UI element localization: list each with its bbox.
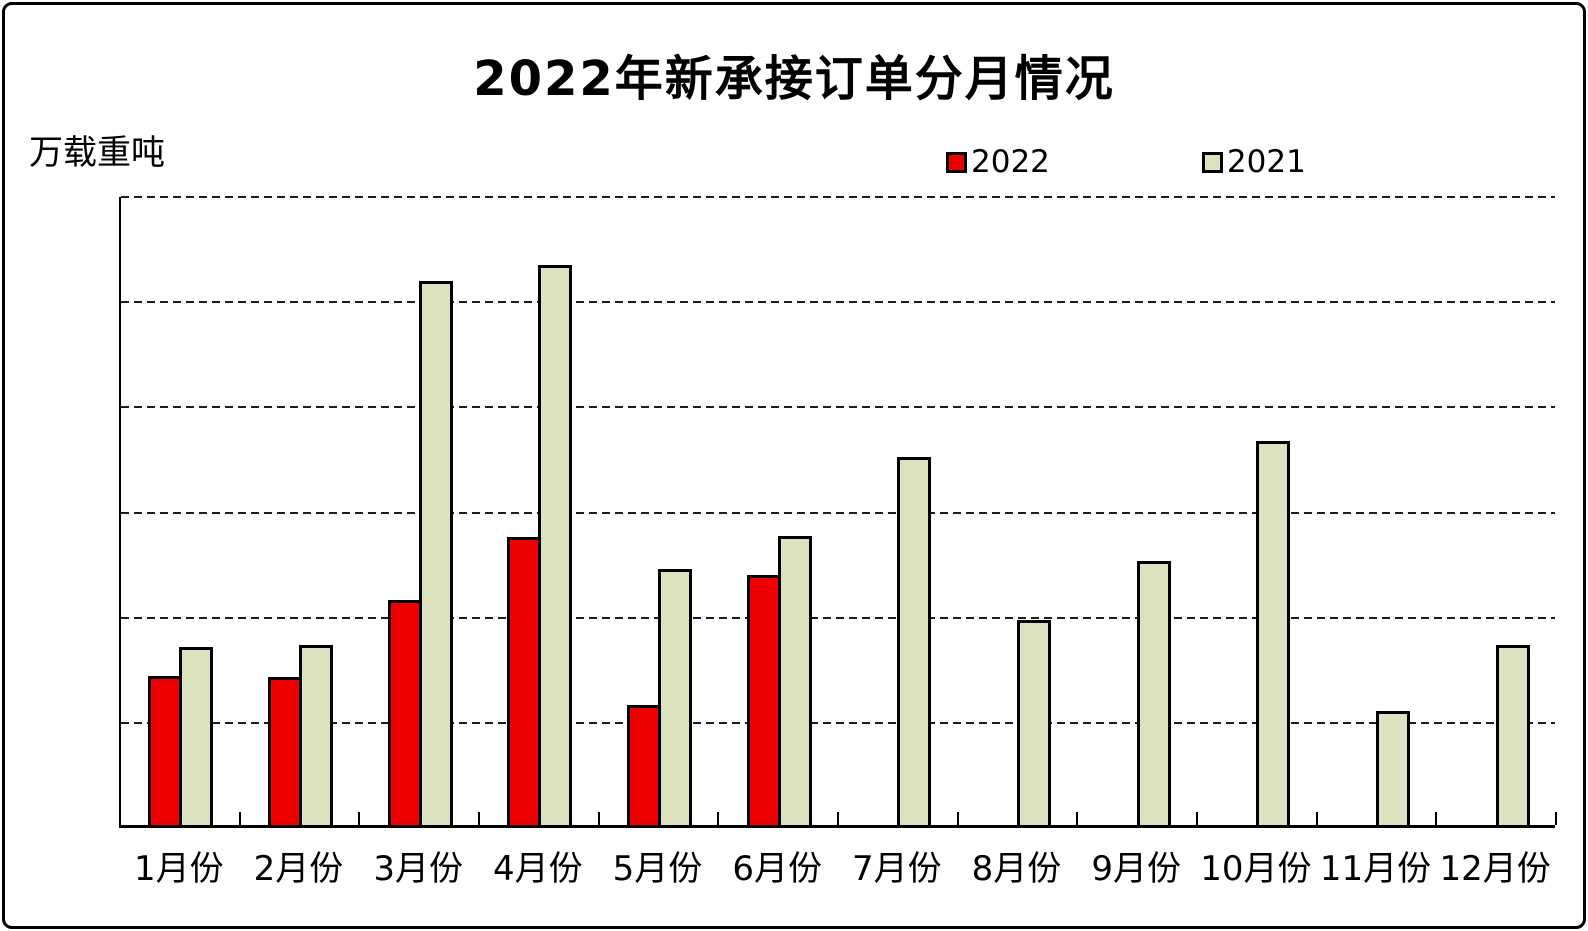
legend-item-2021: 2021 xyxy=(1201,144,1306,180)
category-slot-3 xyxy=(360,197,480,825)
bar-pair-9 xyxy=(1106,561,1171,825)
bar-2021-month-9 xyxy=(1136,561,1171,825)
gridline-1200 xyxy=(121,196,1555,199)
gridline-600 xyxy=(121,511,1555,515)
gridline-400 xyxy=(121,616,1555,620)
bar-2021-month-8 xyxy=(1016,620,1051,825)
x-tick-label-1: 1月份 xyxy=(134,849,224,889)
y-axis-unit-label: 万载重吨 xyxy=(29,133,165,173)
legend-swatch-2022-icon xyxy=(946,151,967,173)
bar-2021-month-6 xyxy=(777,536,812,825)
x-axis-tick-3 xyxy=(478,812,480,825)
gridline-800 xyxy=(121,406,1555,410)
legend-label-2022: 2022 xyxy=(971,144,1050,180)
x-axis: 1月份 2月份 3月份 4月份 5月份 6月份 7月份 8月份 9月份 10月份 11月份 12月份 xyxy=(119,841,1555,891)
category-slot-8 xyxy=(959,197,1079,825)
legend: 2022 2021 xyxy=(946,144,1306,180)
bar-pair-7 xyxy=(866,457,932,825)
bar-2022-month-2 xyxy=(267,677,302,825)
category-slot-11 xyxy=(1318,197,1438,825)
bar-2021-month-12 xyxy=(1495,645,1530,825)
category-slot-10 xyxy=(1198,197,1318,825)
bar-pair-6 xyxy=(746,536,812,825)
legend-swatch-2021-icon xyxy=(1201,151,1223,173)
bar-2021-month-11 xyxy=(1375,711,1410,825)
legend-item-2022: 2022 xyxy=(946,144,1050,180)
x-tick-label-12: 12月份 xyxy=(1439,849,1551,889)
plot-area xyxy=(119,196,1557,828)
bar-pair-2 xyxy=(267,645,333,825)
bar-2021-month-5 xyxy=(657,569,692,825)
bar-2021-month-3 xyxy=(418,281,453,825)
category-slot-2 xyxy=(241,197,361,825)
x-axis-tick-9 xyxy=(1196,812,1198,825)
x-axis-tick-12 xyxy=(1555,812,1557,825)
x-tick-label-6: 6月份 xyxy=(732,849,822,889)
x-tick-label-7: 7月份 xyxy=(852,849,942,889)
x-axis-tick-8 xyxy=(1076,812,1078,825)
x-axis-tick-1 xyxy=(239,812,241,825)
x-axis-tick-5 xyxy=(717,812,719,825)
category-slot-6 xyxy=(719,197,839,825)
bar-pair-4 xyxy=(507,265,573,825)
x-tick-label-8: 8月份 xyxy=(971,849,1062,889)
x-tick-label-11: 11月份 xyxy=(1319,849,1432,889)
x-axis-tick-7 xyxy=(957,812,959,825)
x-tick-label-10: 10月份 xyxy=(1200,849,1312,889)
bar-2021-month-1 xyxy=(179,647,214,825)
x-tick-label-9: 9月份 xyxy=(1091,849,1181,889)
bar-pair-11 xyxy=(1345,711,1410,825)
x-tick-label-5: 5月份 xyxy=(612,849,703,889)
bar-pair-12 xyxy=(1465,645,1530,825)
legend-label-2021: 2021 xyxy=(1226,144,1306,180)
bar-2021-month-2 xyxy=(298,645,333,825)
category-slot-9 xyxy=(1078,197,1198,825)
x-tick-label-3: 3月份 xyxy=(373,849,463,889)
bar-2021-month-4 xyxy=(538,265,573,825)
x-axis-tick-2 xyxy=(358,812,360,825)
x-axis-tick-10 xyxy=(1316,812,1318,825)
bar-pair-1 xyxy=(148,647,214,825)
chart-title: 2022年新承接订单分月情况 xyxy=(473,51,1115,107)
category-slot-4 xyxy=(480,197,600,825)
bar-pair-5 xyxy=(626,569,692,825)
bar-2022-month-6 xyxy=(746,575,781,825)
x-tick-label-4: 4月份 xyxy=(493,849,583,889)
bar-pair-8 xyxy=(986,620,1051,825)
gridline-200 xyxy=(121,721,1555,725)
category-slot-12 xyxy=(1437,197,1557,825)
x-axis-tick-11 xyxy=(1435,812,1437,825)
bar-2022-month-5 xyxy=(626,705,661,825)
bar-2022-month-4 xyxy=(507,537,542,825)
bar-2021-month-7 xyxy=(897,457,932,825)
bar-pair-10 xyxy=(1225,441,1291,825)
category-slot-1 xyxy=(121,197,241,825)
bar-2021-month-10 xyxy=(1256,441,1291,825)
bar-pair-3 xyxy=(387,281,453,825)
bar-2022-month-3 xyxy=(387,600,422,825)
x-axis-tick-6 xyxy=(837,812,839,825)
category-slot-7 xyxy=(839,197,959,825)
x-axis-tick-4 xyxy=(598,812,600,825)
gridline-1000 xyxy=(121,301,1555,305)
x-tick-label-2: 2月份 xyxy=(253,849,344,889)
category-slot-5 xyxy=(600,197,720,825)
bar-2022-month-1 xyxy=(148,676,183,825)
